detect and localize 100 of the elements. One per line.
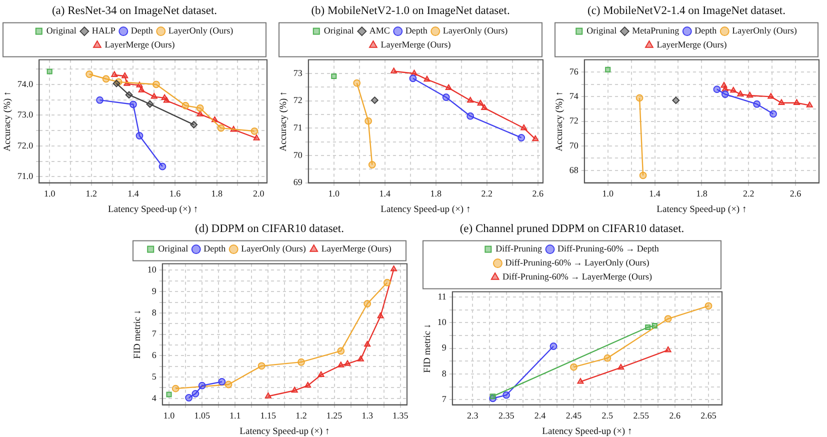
y-tick-label: 9 (442, 342, 447, 353)
x-axis-title: Latency Speed-up (×) ↑ (240, 426, 330, 437)
point (198, 382, 206, 390)
point (331, 73, 337, 79)
point (383, 278, 391, 286)
legend-label: Diff-Pruning-60% → Depth (558, 244, 660, 254)
y-axis-title: Accuracy (%) ↑ (279, 91, 290, 152)
point (217, 124, 225, 132)
y-tick-label: 72 (569, 116, 578, 126)
legend-label: LayerMerge (Ours) (380, 40, 451, 50)
y-tick-label: 71.0 (17, 171, 34, 182)
x-axis-title: Latency Speed-up (×) ↑ (380, 204, 471, 215)
legend-label: Original (586, 26, 618, 36)
point (424, 76, 430, 82)
x-tick-label: 1.35 (392, 410, 409, 421)
point (264, 392, 272, 398)
y-tick-label: 7 (442, 394, 447, 404)
point (344, 360, 351, 366)
point (150, 93, 158, 99)
chart-title: (c) MobileNetV2-1.4 on ImageNet dataset. (588, 4, 786, 17)
point (192, 390, 200, 398)
point (46, 68, 52, 74)
point (353, 79, 361, 87)
y-tick-label: 7 (152, 328, 157, 339)
point (477, 100, 484, 106)
point (172, 384, 180, 392)
y-tick-label: 72 (293, 95, 302, 106)
point (445, 84, 452, 90)
legend-label: LayerOnly (Ours) (241, 244, 306, 254)
point (652, 322, 658, 328)
legend-label: Original (46, 26, 77, 36)
point (136, 132, 144, 140)
point (490, 394, 496, 400)
x-tick-label: 1.2 (296, 410, 307, 421)
legend-label: LayerMerge (Ours) (656, 40, 727, 50)
point (639, 172, 647, 180)
x-tick-label: 1.4 (128, 188, 140, 199)
x-tick-label: 2.35 (498, 410, 515, 421)
point (390, 68, 398, 74)
y-tick-label: 70 (293, 150, 303, 160)
y-tick-label: 73 (293, 68, 303, 78)
legend-label: Depth (405, 26, 428, 36)
point (125, 91, 133, 99)
y-tick-label: 4 (152, 392, 157, 403)
point (746, 92, 754, 98)
point (138, 86, 145, 92)
x-tick-label: 1.6 (169, 188, 182, 199)
point (337, 347, 345, 355)
point (570, 363, 578, 371)
x-tick-label: 1.2 (86, 188, 98, 199)
point (146, 100, 154, 108)
point (704, 302, 712, 310)
point (636, 94, 644, 102)
legend-label: LayerMerge (Ours) (104, 40, 175, 50)
point (664, 315, 672, 322)
x-tick-label: 2.2 (481, 188, 493, 199)
x-tick-label: 2.55 (633, 410, 650, 421)
point (152, 80, 160, 88)
point (730, 86, 737, 93)
point (721, 90, 729, 98)
x-tick-label: 1.3 (362, 410, 374, 421)
x-tick-label: 2.6 (790, 188, 802, 199)
point (182, 102, 190, 110)
point (467, 96, 474, 103)
chart-title: (a) ResNet-34 on ImageNet dataset. (52, 4, 218, 17)
y-tick-label: 74 (569, 91, 579, 102)
point (371, 96, 378, 104)
point (410, 70, 418, 76)
point (122, 72, 128, 78)
x-tick-label: 2.6 (532, 188, 544, 199)
point (502, 391, 510, 399)
x-tick-label: 2.0 (253, 188, 265, 199)
y-axis-title: FID metric ↓ (423, 324, 434, 373)
point (368, 161, 376, 168)
x-tick-label: 2.4 (534, 410, 546, 421)
x-tick-label: 1.4 (649, 188, 661, 199)
y-tick-label: 76 (569, 66, 579, 76)
point (190, 120, 198, 128)
y-tick-label: 69 (293, 177, 303, 188)
y-tick-label: 10 (437, 316, 447, 327)
x-tick-label: 1.25 (326, 410, 343, 421)
y-axis-title: FID metric ↓ (133, 310, 144, 359)
point (481, 104, 488, 110)
y-tick-label: 70 (569, 140, 579, 150)
point (298, 358, 305, 366)
y-tick-label: 8 (152, 307, 157, 318)
y-tick-label: 74.0 (17, 78, 34, 89)
legend-label: Depth (130, 26, 154, 36)
point (111, 71, 118, 77)
y-tick-label: 6 (152, 350, 157, 360)
point (520, 124, 528, 130)
point (778, 99, 785, 105)
x-tick-label: 1.05 (194, 410, 210, 421)
point (806, 102, 813, 108)
legend-label: LayerOnly (Ours) (168, 26, 234, 36)
y-tick-label: 68 (569, 164, 579, 175)
point (768, 93, 774, 99)
x-tick-label: 1.8 (211, 188, 223, 199)
point (753, 100, 761, 108)
point (338, 362, 344, 368)
